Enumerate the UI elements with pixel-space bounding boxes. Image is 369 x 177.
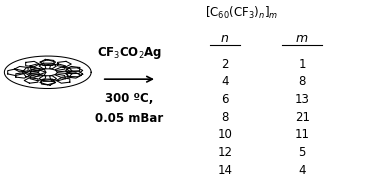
Text: 12: 12 — [217, 146, 232, 159]
Text: 14: 14 — [217, 164, 232, 177]
Text: 5: 5 — [299, 146, 306, 159]
Text: $\mathit{m}$: $\mathit{m}$ — [296, 32, 309, 45]
Text: [C$_{60}$(CF$_3$)$_n$]$_m$: [C$_{60}$(CF$_3$)$_n$]$_m$ — [205, 5, 278, 21]
Text: 4: 4 — [299, 164, 306, 177]
Text: 8: 8 — [299, 75, 306, 88]
Text: CF$_3$CO$_2$Ag: CF$_3$CO$_2$Ag — [97, 45, 162, 61]
Text: 21: 21 — [294, 111, 310, 124]
Text: 300 ºC,: 300 ºC, — [105, 92, 154, 105]
Text: 13: 13 — [295, 93, 310, 106]
Text: $\mathit{n}$: $\mathit{n}$ — [220, 32, 230, 45]
Text: 2: 2 — [221, 58, 229, 71]
Text: 0.05 mBar: 0.05 mBar — [95, 112, 163, 125]
Text: 4: 4 — [221, 75, 229, 88]
Text: 1: 1 — [299, 58, 306, 71]
Text: 10: 10 — [217, 128, 232, 141]
Text: 8: 8 — [221, 111, 229, 124]
Text: 11: 11 — [294, 128, 310, 141]
Text: 6: 6 — [221, 93, 229, 106]
